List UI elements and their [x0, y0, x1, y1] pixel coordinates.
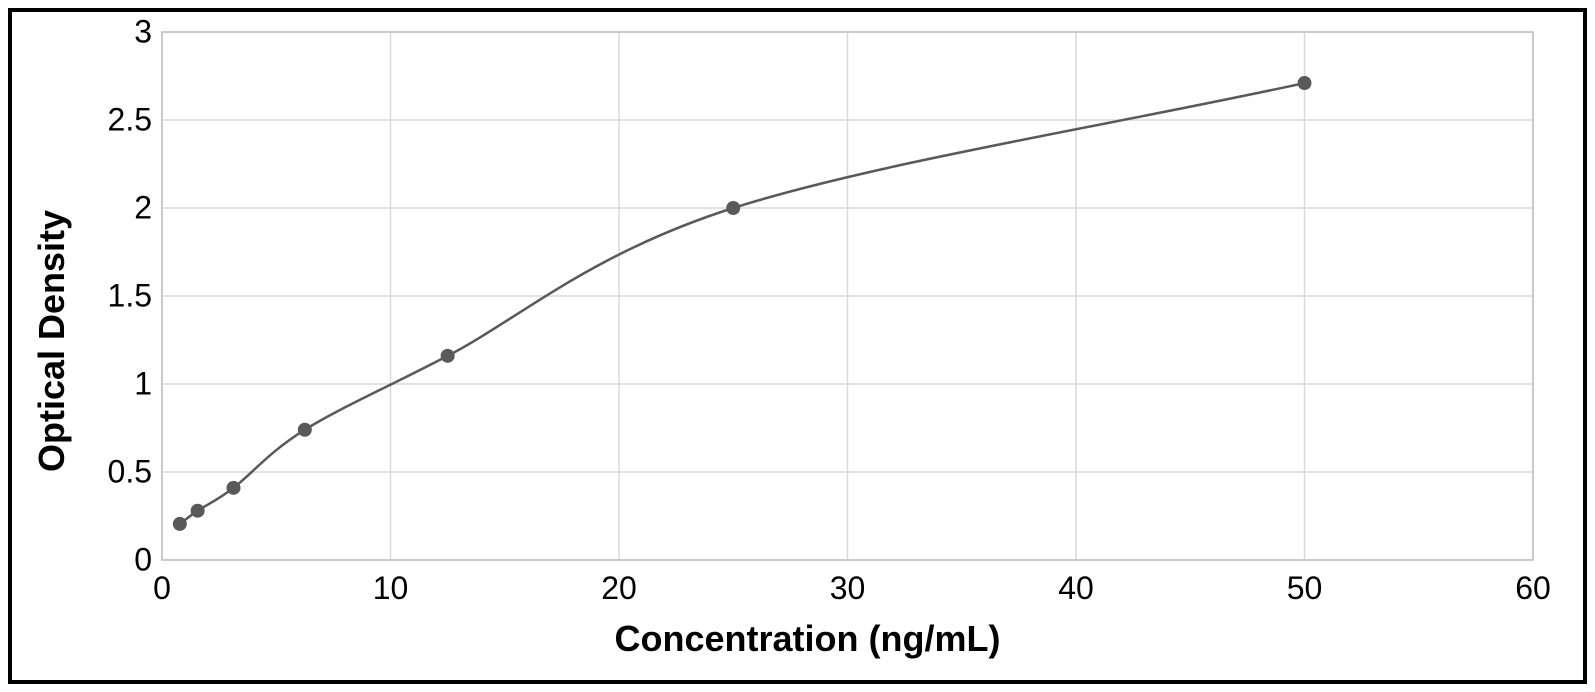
x-tick-label: 0: [153, 570, 171, 607]
x-tick-label: 40: [1058, 570, 1094, 607]
fit-curve: [180, 83, 1305, 524]
y-tick-label: 0: [134, 542, 152, 579]
y-axis-label: Optical Density: [31, 210, 73, 472]
y-tick-label: 3: [134, 14, 152, 51]
data-point: [298, 423, 312, 437]
x-tick-label: 10: [373, 570, 409, 607]
x-tick-label: 20: [601, 570, 637, 607]
chart-container: Optical Density 00.511.522.5301020304050…: [62, 32, 1553, 650]
x-axis-label: Concentration (ng/mL): [615, 618, 1001, 660]
data-point: [191, 504, 205, 518]
plot-area: 00.511.522.530102030405060: [162, 32, 1533, 560]
x-tick-label: 50: [1287, 570, 1323, 607]
data-point: [1298, 76, 1312, 90]
data-point: [441, 349, 455, 363]
y-tick-label: 2: [134, 190, 152, 227]
plot-svg: [162, 32, 1533, 560]
x-tick-label: 30: [830, 570, 866, 607]
y-tick-label: 0.5: [108, 454, 152, 491]
data-point: [227, 481, 241, 495]
data-point: [173, 517, 187, 531]
x-tick-label: 60: [1515, 570, 1551, 607]
data-point: [726, 201, 740, 215]
chart-frame: Optical Density 00.511.522.5301020304050…: [8, 8, 1587, 684]
y-tick-label: 2.5: [108, 102, 152, 139]
y-tick-label: 1: [134, 366, 152, 403]
y-tick-label: 1.5: [108, 278, 152, 315]
